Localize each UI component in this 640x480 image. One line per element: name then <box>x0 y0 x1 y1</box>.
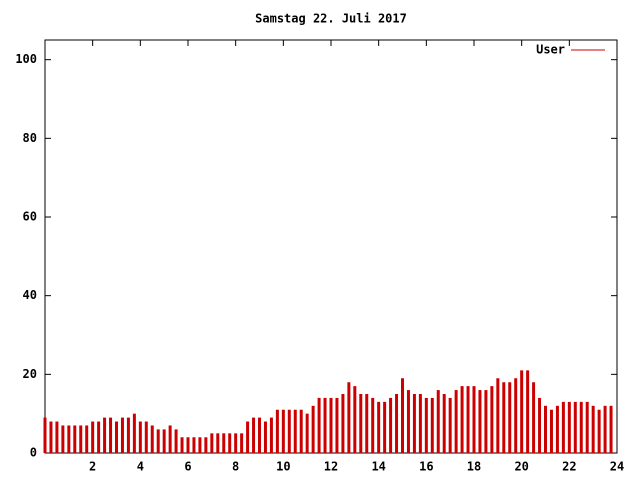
legend-label: User <box>536 43 565 57</box>
x-tick-label: 22 <box>562 460 576 474</box>
y-tick-label: 40 <box>23 288 37 302</box>
x-tick-label: 16 <box>419 460 433 474</box>
x-tick-label: 20 <box>514 460 528 474</box>
y-tick-label: 80 <box>23 131 37 145</box>
x-tick-label: 24 <box>610 460 624 474</box>
x-tick-label: 12 <box>324 460 338 474</box>
y-tick-label: 0 <box>30 446 37 460</box>
x-tick-label: 8 <box>232 460 239 474</box>
x-tick-label: 14 <box>371 460 385 474</box>
x-tick-label: 4 <box>137 460 144 474</box>
x-tick-label: 2 <box>89 460 96 474</box>
x-tick-label: 6 <box>184 460 191 474</box>
y-tick-label: 60 <box>23 210 37 224</box>
x-tick-label: 10 <box>276 460 290 474</box>
y-tick-label: 20 <box>23 367 37 381</box>
y-tick-label: 100 <box>15 52 37 66</box>
x-tick-label: 18 <box>467 460 481 474</box>
chart-title: Samstag 22. Juli 2017 <box>255 12 407 26</box>
